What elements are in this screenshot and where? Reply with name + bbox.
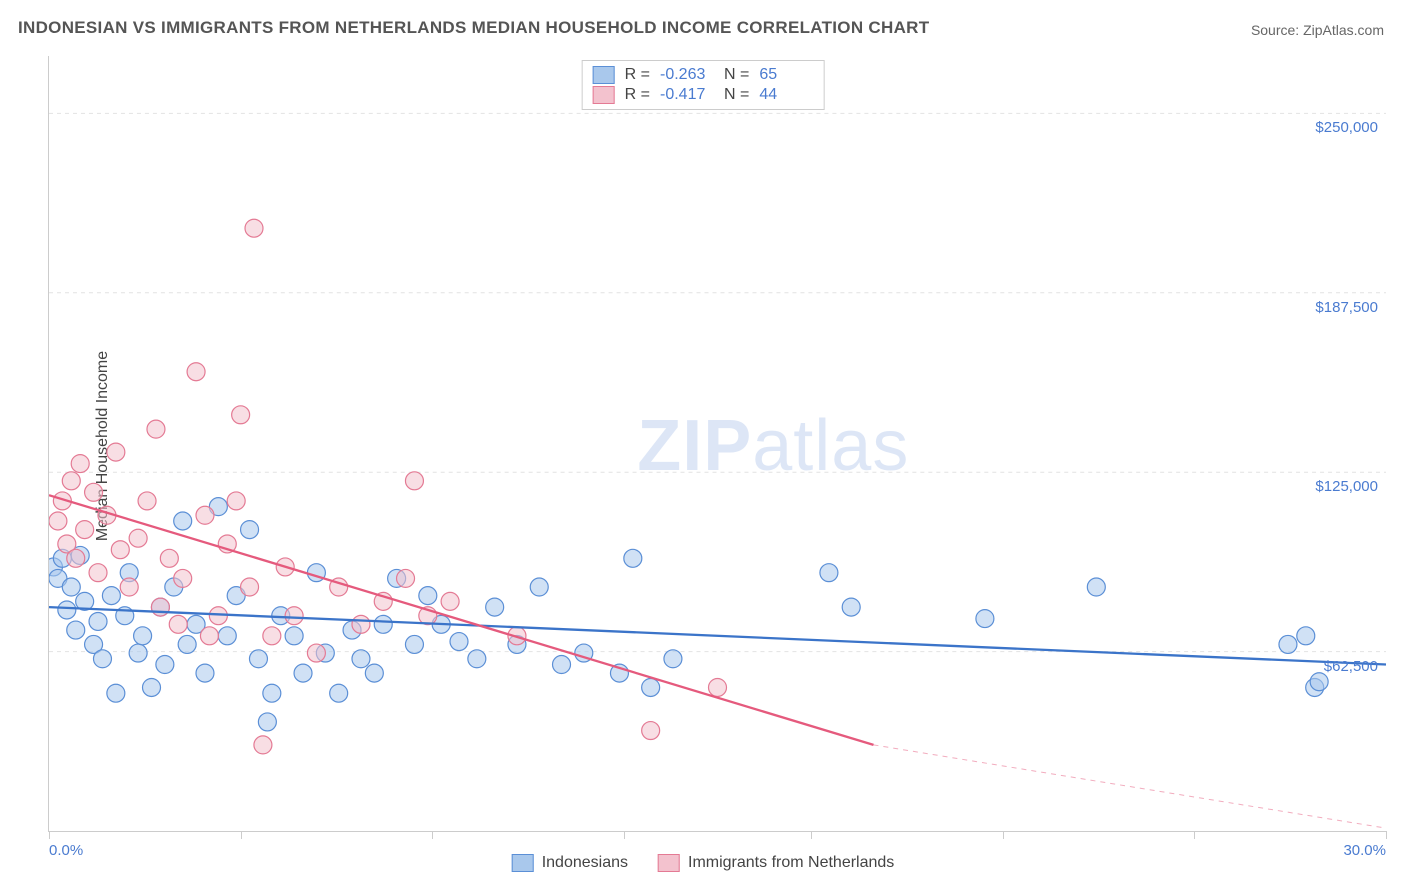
x-tick-label: 0.0% bbox=[49, 842, 83, 859]
correlation-stats-legend: R = -0.263 N = 65 R = -0.417 N = 44 bbox=[582, 60, 825, 110]
x-tick bbox=[241, 831, 242, 839]
n-value-0: 65 bbox=[759, 66, 813, 84]
x-tick bbox=[1003, 831, 1004, 839]
stats-row-series-0: R = -0.263 N = 65 bbox=[593, 65, 814, 85]
legend-swatch-0 bbox=[512, 854, 534, 872]
r-value-1: -0.417 bbox=[660, 86, 714, 104]
series-legend: Indonesians Immigrants from Netherlands bbox=[512, 854, 895, 872]
legend-label-0: Indonesians bbox=[542, 854, 628, 872]
source-name: ZipAtlas.com bbox=[1303, 22, 1384, 38]
legend-label-1: Immigrants from Netherlands bbox=[688, 854, 894, 872]
chart-svg bbox=[49, 56, 1386, 831]
swatch-series-1 bbox=[593, 86, 615, 104]
stats-row-series-1: R = -0.417 N = 44 bbox=[593, 85, 814, 105]
r-value-0: -0.263 bbox=[660, 66, 714, 84]
x-tick bbox=[1386, 831, 1387, 839]
chart-title: INDONESIAN VS IMMIGRANTS FROM NETHERLAND… bbox=[18, 18, 929, 38]
x-tick bbox=[432, 831, 433, 839]
source-attribution: Source: ZipAtlas.com bbox=[1251, 22, 1384, 38]
x-tick-label: 30.0% bbox=[1343, 842, 1386, 859]
legend-item-1: Immigrants from Netherlands bbox=[658, 854, 894, 872]
scatter-chart: $62,500$125,000$187,500$250,000 0.0%30.0… bbox=[48, 56, 1386, 832]
r-label: R = bbox=[625, 66, 650, 84]
legend-item-0: Indonesians bbox=[512, 854, 628, 872]
x-tick bbox=[49, 831, 50, 839]
y-tick-label: $62,500 bbox=[1324, 658, 1378, 675]
swatch-series-0 bbox=[593, 66, 615, 84]
x-tick bbox=[811, 831, 812, 839]
legend-swatch-1 bbox=[658, 854, 680, 872]
y-tick-label: $250,000 bbox=[1315, 119, 1378, 136]
x-tick bbox=[624, 831, 625, 839]
source-label: Source: bbox=[1251, 22, 1303, 38]
n-label: N = bbox=[724, 86, 749, 104]
y-tick-label: $187,500 bbox=[1315, 299, 1378, 316]
x-tick bbox=[1194, 831, 1195, 839]
n-label: N = bbox=[724, 66, 749, 84]
y-tick-label: $125,000 bbox=[1315, 478, 1378, 495]
n-value-1: 44 bbox=[759, 86, 813, 104]
r-label: R = bbox=[625, 86, 650, 104]
